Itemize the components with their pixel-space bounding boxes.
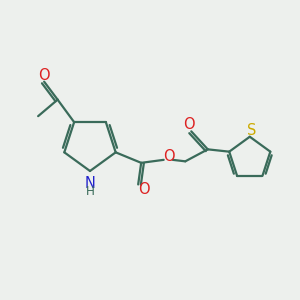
Text: H: H — [85, 185, 94, 198]
Text: O: O — [183, 117, 195, 132]
Text: O: O — [38, 68, 50, 82]
Text: S: S — [247, 123, 256, 138]
Text: N: N — [85, 176, 95, 191]
Text: O: O — [138, 182, 149, 197]
Text: O: O — [163, 149, 175, 164]
